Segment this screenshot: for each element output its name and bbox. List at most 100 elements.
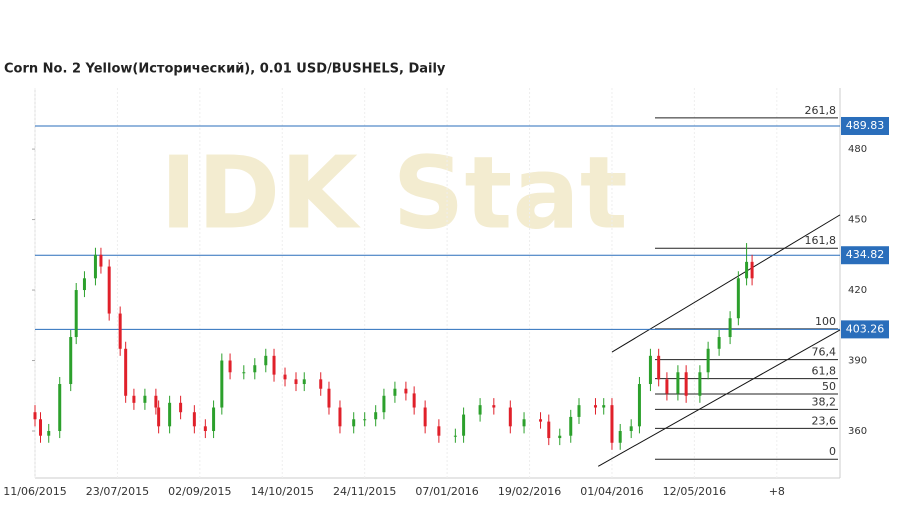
- candle-body: [38, 419, 42, 436]
- candle-body: [272, 355, 276, 375]
- candle-body: [404, 388, 408, 394]
- candle-body: [648, 355, 652, 385]
- candle-body: [602, 405, 606, 408]
- fib-label: 23,6: [812, 414, 837, 427]
- candle-body: [47, 431, 51, 436]
- candle-body: [58, 384, 62, 432]
- candle-body: [327, 388, 331, 408]
- fib-label: 61,8: [812, 365, 837, 378]
- price-label: 434.82: [846, 248, 885, 261]
- candle-body: [610, 405, 614, 443]
- candle-body: [412, 393, 416, 408]
- candle-body: [453, 435, 457, 437]
- candle-body: [99, 254, 103, 267]
- y-tick-label: 420: [848, 285, 867, 296]
- candle-body: [363, 419, 367, 421]
- candle-body: [107, 266, 111, 314]
- price-label: 403.26: [846, 322, 885, 335]
- candle-body: [93, 254, 97, 279]
- price-box: [841, 116, 889, 135]
- candle-body: [352, 419, 356, 427]
- fib-label: 261,8: [805, 104, 837, 117]
- candle-body: [283, 374, 287, 380]
- candle-body: [192, 412, 196, 427]
- candle-body: [74, 290, 78, 338]
- x-tick-label: 23/07/2015: [86, 485, 149, 498]
- candle-body: [319, 379, 323, 389]
- candle-body: [665, 379, 669, 394]
- watermark: IDK Stat: [160, 134, 628, 251]
- candle-body: [676, 372, 680, 394]
- candle-body: [253, 365, 257, 373]
- trend-line: [597, 329, 841, 467]
- candle-body: [750, 261, 754, 279]
- candle-body: [179, 402, 183, 413]
- candle-body: [338, 407, 342, 427]
- candle-body: [143, 395, 147, 403]
- fib-label: 38,2: [812, 395, 837, 408]
- x-tick-label: 24/11/2015: [333, 485, 396, 498]
- candle-body: [618, 431, 622, 443]
- candle-body: [547, 421, 551, 439]
- candle-body: [745, 261, 749, 279]
- candle-body: [242, 372, 246, 374]
- candle-body: [157, 407, 161, 427]
- x-tick-label: 19/02/2016: [498, 485, 561, 498]
- x-tick-label: 12/05/2016: [663, 485, 726, 498]
- candle-body: [302, 379, 306, 385]
- x-tick-label: 07/01/2016: [415, 485, 478, 498]
- candle-body: [637, 384, 641, 427]
- x-tick-label: 14/10/2015: [251, 485, 314, 498]
- candle-body: [264, 355, 268, 366]
- fib-label: 50: [822, 380, 836, 393]
- candle-body: [82, 278, 86, 291]
- candle-body: [154, 395, 158, 408]
- candle-body: [228, 360, 232, 373]
- x-tick-label: 11/06/2015: [3, 485, 66, 498]
- candle-body: [728, 318, 732, 338]
- y-tick-label: 360: [848, 426, 867, 437]
- candle-body: [374, 412, 378, 420]
- fib-label: 161,8: [805, 234, 837, 247]
- candle-body: [33, 412, 37, 420]
- candle-body: [437, 426, 441, 436]
- candle-body: [569, 416, 573, 436]
- candle-body: [577, 405, 581, 417]
- candle-body: [539, 419, 543, 422]
- y-tick-label: 480: [848, 144, 867, 155]
- candle-body: [462, 414, 466, 436]
- candle-body: [132, 395, 136, 403]
- candle-body: [118, 313, 122, 349]
- candle-body: [168, 402, 172, 427]
- x-tick-label: 02/09/2015: [168, 485, 231, 498]
- candle-body: [508, 407, 512, 427]
- candle-body: [684, 372, 688, 396]
- candle-body: [657, 355, 661, 380]
- price-box: [841, 246, 889, 265]
- candle-body: [717, 337, 721, 349]
- candle-body: [124, 348, 128, 396]
- candle-body: [203, 426, 207, 432]
- y-tick-label: 390: [848, 356, 867, 367]
- candle-body: [736, 278, 740, 319]
- candle-body: [558, 435, 562, 439]
- candle-body: [492, 405, 496, 408]
- candle-body: [706, 348, 710, 373]
- y-tick-label: 450: [848, 215, 867, 226]
- candle-body: [522, 419, 526, 427]
- candle-body: [393, 388, 397, 396]
- fib-label: 0: [829, 445, 836, 458]
- candle-body: [593, 405, 597, 408]
- x-tick-label: +8: [769, 485, 785, 498]
- price-label: 489.83: [846, 119, 885, 132]
- candle-body: [423, 407, 427, 427]
- candle-body: [629, 426, 633, 432]
- fib-label: 76,4: [812, 346, 837, 359]
- candle-body: [294, 379, 298, 385]
- fib-label: 100: [815, 315, 836, 328]
- candle-body: [69, 337, 73, 385]
- candle-body: [220, 360, 224, 408]
- candle-body: [698, 372, 702, 396]
- candle-body: [478, 405, 482, 415]
